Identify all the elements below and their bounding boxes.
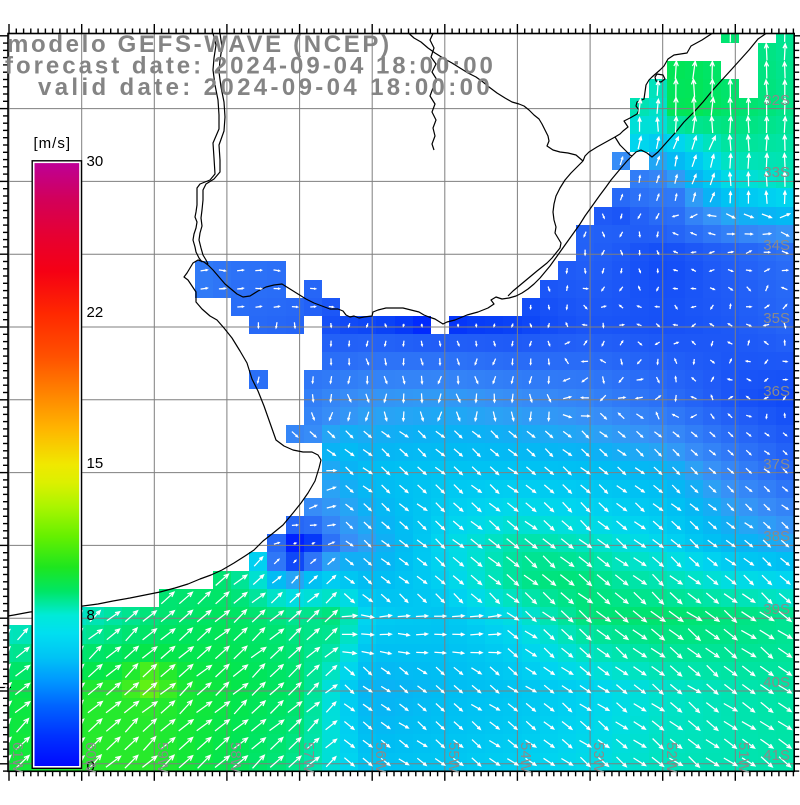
svg-text:55W: 55W: [445, 742, 462, 774]
svg-text:52W: 52W: [663, 742, 680, 774]
svg-text:forecast date: 2024-09-04 18:0: forecast date: 2024-09-04 18:00:00: [5, 53, 496, 80]
svg-text:59W: 59W: [154, 742, 171, 774]
svg-text:61W: 61W: [9, 742, 26, 774]
svg-text:35S: 35S: [763, 310, 790, 327]
svg-text:33S: 33S: [763, 164, 790, 181]
svg-text:56W: 56W: [372, 742, 389, 774]
svg-text:modelo GEFS-WAVE (NCEP): modelo GEFS-WAVE (NCEP): [7, 31, 392, 58]
svg-text:32S: 32S: [763, 92, 790, 109]
svg-text:15: 15: [87, 455, 104, 472]
svg-text:8: 8: [87, 607, 95, 624]
svg-text:41S: 41S: [763, 747, 790, 764]
svg-text:30: 30: [87, 153, 104, 170]
svg-text:38S: 38S: [763, 528, 790, 545]
svg-text:51W: 51W: [735, 742, 752, 774]
svg-text:22: 22: [87, 304, 104, 321]
svg-text:58W: 58W: [227, 742, 244, 774]
svg-text:[m/s]: [m/s]: [34, 135, 72, 152]
svg-text:54W: 54W: [517, 742, 534, 774]
svg-text:60W: 60W: [82, 742, 99, 774]
svg-text:34S: 34S: [763, 237, 790, 254]
svg-text:37S: 37S: [763, 456, 790, 473]
svg-text:0: 0: [87, 758, 95, 775]
svg-text:53W: 53W: [590, 742, 607, 774]
svg-text:39S: 39S: [763, 601, 790, 618]
svg-text:valid date: 2024-09-04 18:00:0: valid date: 2024-09-04 18:00:00: [38, 74, 493, 101]
svg-text:36S: 36S: [763, 383, 790, 400]
svg-text:40S: 40S: [763, 674, 790, 691]
svg-text:57W: 57W: [300, 742, 317, 774]
